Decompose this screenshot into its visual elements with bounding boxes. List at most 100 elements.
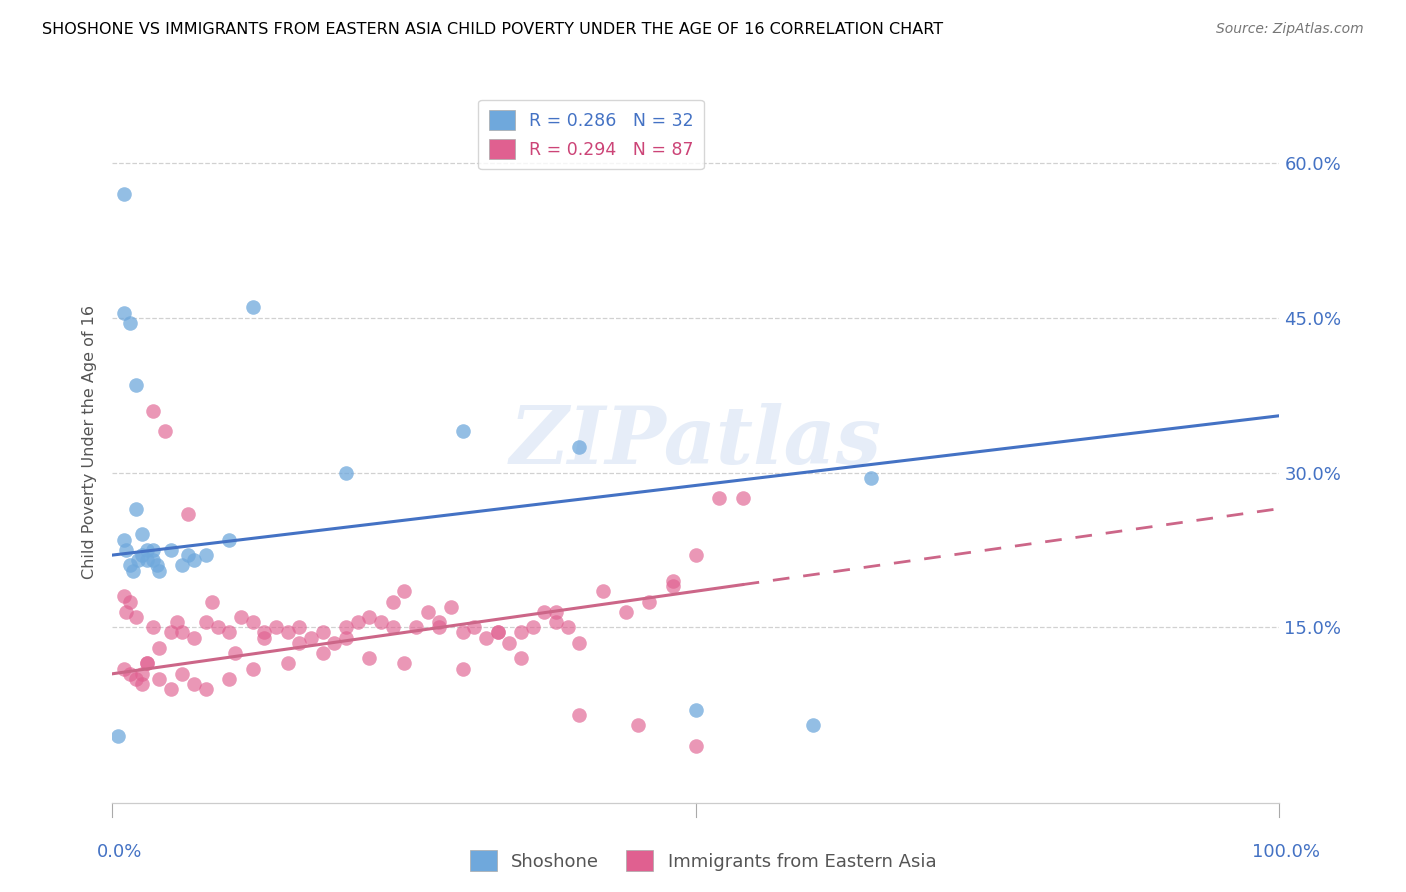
Point <box>276 657 298 671</box>
Point <box>118 316 141 330</box>
Point <box>427 615 450 630</box>
Point <box>142 553 165 567</box>
Point <box>544 605 567 619</box>
Legend: Shoshone, Immigrants from Eastern Asia: Shoshone, Immigrants from Eastern Asia <box>463 843 943 879</box>
Point <box>194 548 217 562</box>
Point <box>201 594 224 608</box>
Point <box>451 625 474 640</box>
Point <box>381 594 404 608</box>
Point <box>224 646 246 660</box>
Point <box>544 615 567 630</box>
Point <box>229 610 252 624</box>
Point <box>509 651 531 665</box>
Text: Source: ZipAtlas.com: Source: ZipAtlas.com <box>1216 22 1364 37</box>
Point <box>394 657 416 671</box>
Point <box>592 584 614 599</box>
Point <box>427 620 450 634</box>
Point <box>131 666 153 681</box>
Point <box>451 424 474 438</box>
Point <box>142 403 165 417</box>
Point <box>335 631 357 645</box>
Point <box>160 682 183 697</box>
Point <box>142 620 165 634</box>
Point <box>131 677 153 691</box>
Point <box>125 501 148 516</box>
Point <box>685 739 707 753</box>
Point <box>440 599 463 614</box>
Point <box>148 564 170 578</box>
Point <box>115 542 138 557</box>
Point <box>486 625 509 640</box>
Point <box>359 651 381 665</box>
Point <box>522 620 544 634</box>
Point <box>370 615 392 630</box>
Point <box>276 625 298 640</box>
Point <box>160 542 183 557</box>
Point <box>568 440 591 454</box>
Point <box>359 610 381 624</box>
Point <box>118 594 141 608</box>
Point <box>183 677 205 691</box>
Point <box>335 466 357 480</box>
Point <box>136 542 159 557</box>
Point <box>125 672 148 686</box>
Point <box>801 718 824 732</box>
Point <box>557 620 579 634</box>
Point <box>568 636 591 650</box>
Point <box>288 620 311 634</box>
Point <box>288 636 311 650</box>
Point <box>311 625 333 640</box>
Text: 0.0%: 0.0% <box>97 843 142 861</box>
Point <box>148 672 170 686</box>
Point <box>346 615 368 630</box>
Point <box>475 631 498 645</box>
Point <box>242 662 264 676</box>
Point <box>860 471 883 485</box>
Y-axis label: Child Poverty Under the Age of 16: Child Poverty Under the Age of 16 <box>82 304 97 579</box>
Point <box>218 672 240 686</box>
Point <box>509 625 531 640</box>
Point <box>131 527 153 541</box>
Point <box>218 625 240 640</box>
Point <box>177 548 200 562</box>
Point <box>311 646 333 660</box>
Point <box>172 625 194 640</box>
Point <box>614 605 637 619</box>
Point <box>533 605 555 619</box>
Point <box>661 579 683 593</box>
Point <box>142 542 165 557</box>
Point <box>160 625 183 640</box>
Point <box>136 553 159 567</box>
Point <box>207 620 229 634</box>
Point <box>242 615 264 630</box>
Point <box>405 620 427 634</box>
Point <box>416 605 439 619</box>
Point <box>709 491 731 506</box>
Point <box>125 610 148 624</box>
Point <box>153 424 176 438</box>
Point <box>568 708 591 723</box>
Point <box>112 662 135 676</box>
Point <box>661 574 683 588</box>
Text: ZIPatlas: ZIPatlas <box>510 403 882 480</box>
Point <box>118 558 141 573</box>
Point <box>112 186 135 201</box>
Point <box>299 631 322 645</box>
Point <box>323 636 346 650</box>
Point <box>242 301 264 315</box>
Legend: R = 0.286   N = 32, R = 0.294   N = 87: R = 0.286 N = 32, R = 0.294 N = 87 <box>478 100 703 169</box>
Point <box>685 703 707 717</box>
Point <box>115 605 138 619</box>
Point <box>685 548 707 562</box>
Point <box>148 640 170 655</box>
Point <box>627 718 650 732</box>
Point <box>172 666 194 681</box>
Point <box>112 305 135 319</box>
Point <box>253 631 276 645</box>
Point <box>112 533 135 547</box>
Point <box>183 553 205 567</box>
Point <box>118 666 141 681</box>
Point <box>194 682 217 697</box>
Point <box>177 507 200 521</box>
Point <box>638 594 661 608</box>
